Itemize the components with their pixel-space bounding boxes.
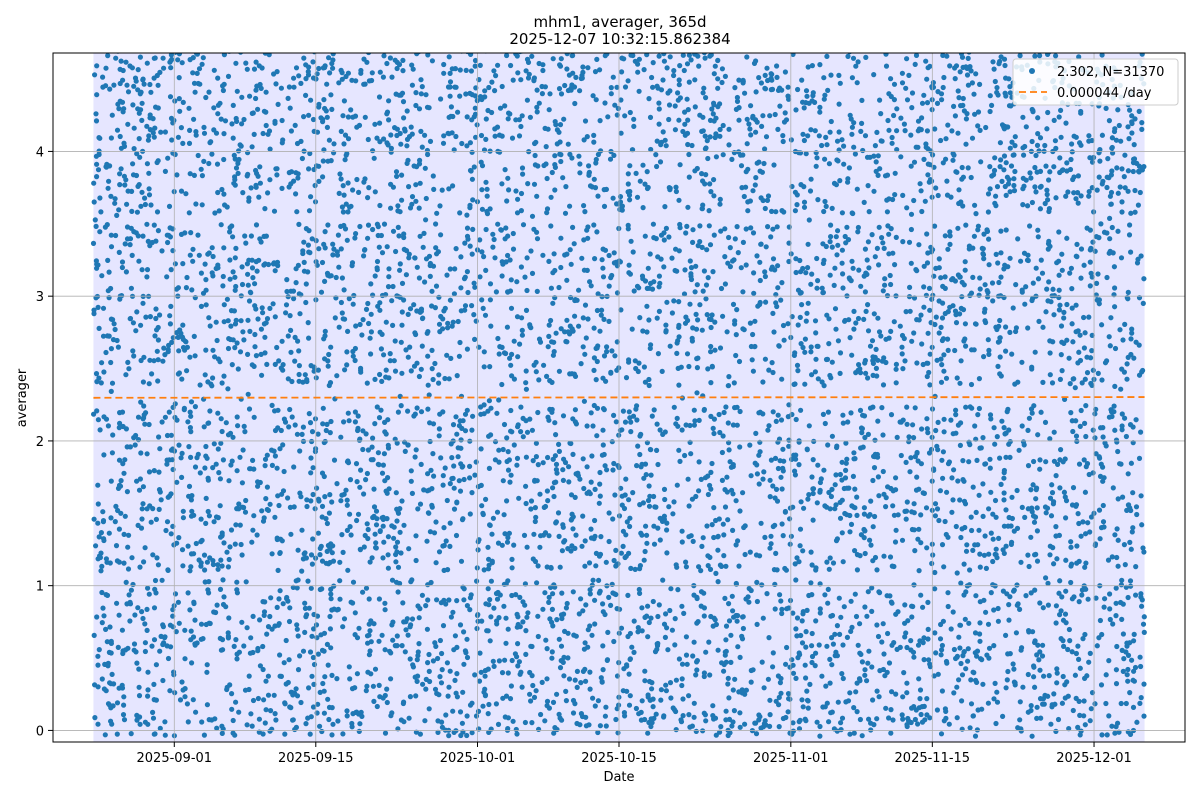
x-tick-label: 2025-12-01 — [1056, 751, 1132, 766]
x-tick-label: 2025-11-15 — [895, 751, 971, 766]
y-tick-label: 3 — [36, 290, 44, 305]
chart-title: mhm1, averager, 365d — [533, 13, 706, 31]
plot-area — [52, 52, 1186, 743]
scatter-series — [90, 53, 1147, 739]
legend-marker-scatter — [1029, 68, 1035, 74]
x-tick-label: 2025-10-01 — [440, 751, 516, 766]
x-tick-label: 2025-10-15 — [581, 751, 657, 766]
y-tick-label: 4 — [36, 145, 44, 160]
trend-line — [93, 396, 1145, 399]
legend: 2.302, N=31370 0.000044 /day — [1012, 58, 1179, 106]
legend-entry-trend: 0.000044 /day — [1057, 86, 1152, 101]
x-tick-label: 2025-09-01 — [137, 751, 213, 766]
chart-subtitle: 2025-12-07 10:32:15.862384 — [509, 30, 730, 48]
x-tick-label: 2025-11-01 — [753, 751, 829, 766]
legend-entry-scatter: 2.302, N=31370 — [1057, 65, 1164, 80]
x-axis-label: Date — [603, 770, 634, 785]
x-axis: 2025-09-01 2025-09-15 2025-10-01 2025-10-15… — [137, 742, 1132, 766]
y-tick-label: 0 — [36, 724, 44, 739]
y-axis: 0 1 2 3 4 — [36, 145, 53, 739]
legend-box — [1012, 58, 1179, 106]
y-tick-label: 1 — [36, 580, 44, 595]
y-axis-label: averager — [15, 368, 30, 427]
y-tick-label: 2 — [36, 435, 44, 450]
scatter-points — [90, 53, 1147, 739]
x-tick-label: 2025-09-15 — [278, 751, 354, 766]
